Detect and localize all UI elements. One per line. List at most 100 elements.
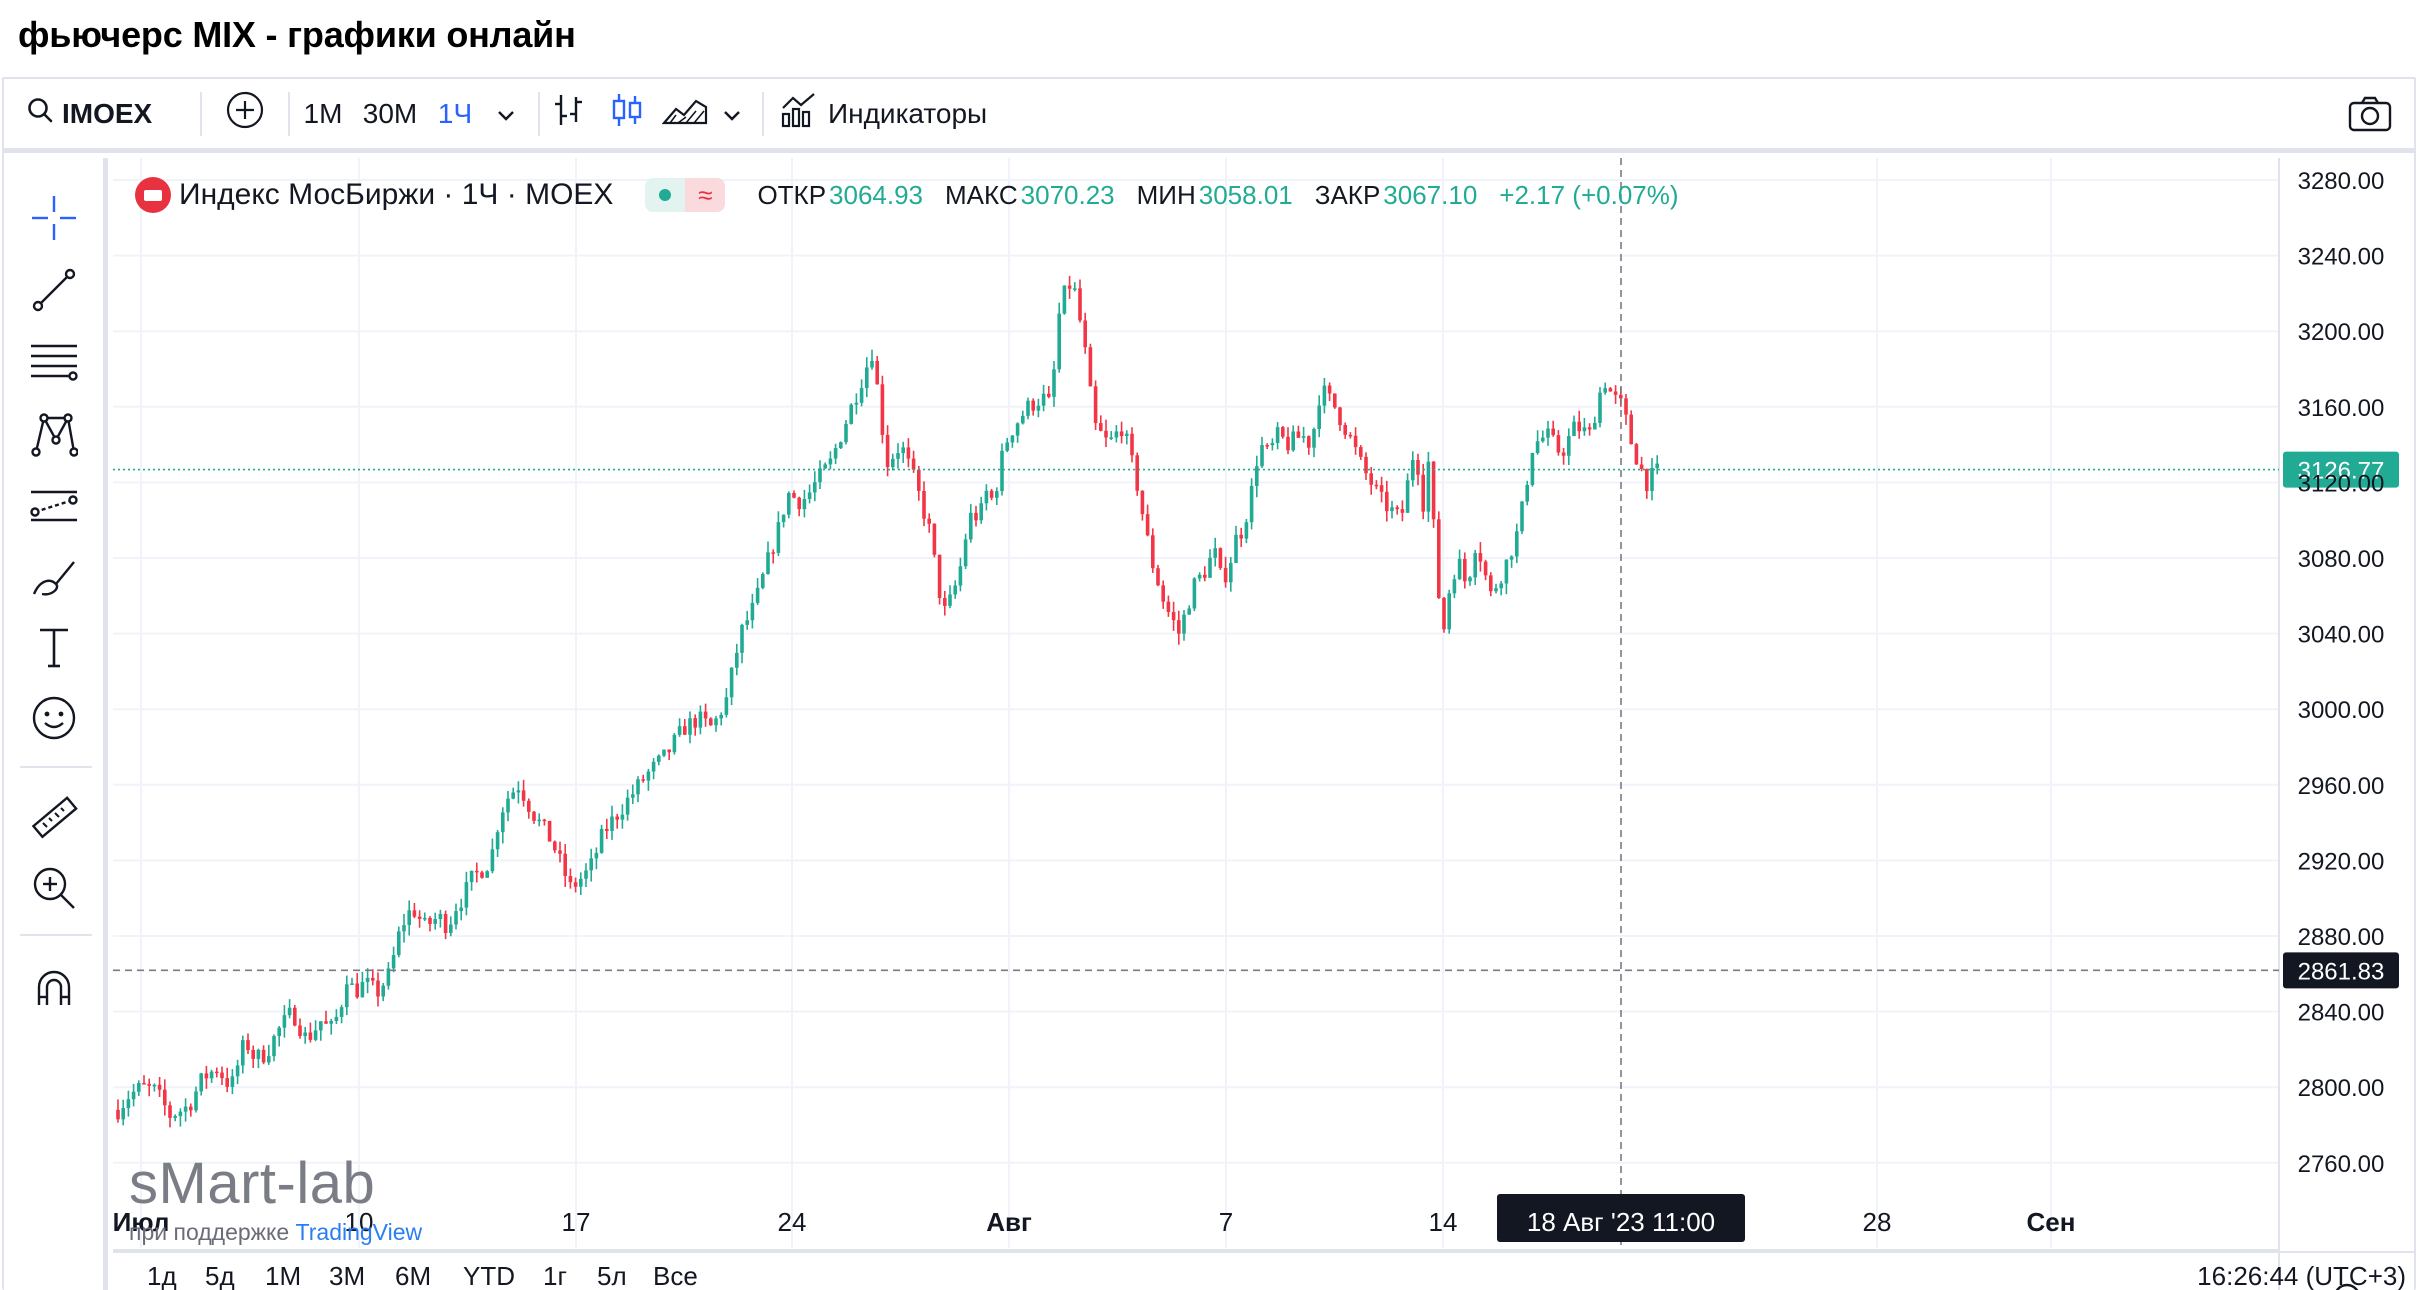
- candle-body: [755, 587, 760, 603]
- text-tool[interactable]: [24, 620, 84, 680]
- zoom-tool[interactable]: [24, 860, 84, 920]
- range-1y-button[interactable]: 1г: [543, 1261, 567, 1290]
- candle-body: [1525, 484, 1529, 502]
- crosshair-tool[interactable]: [24, 190, 84, 250]
- candle-body: [194, 1091, 198, 1111]
- candle-body: [792, 492, 796, 498]
- candle-body: [1067, 285, 1072, 289]
- candles-style-button[interactable]: [598, 79, 656, 148]
- candle-body: [469, 870, 474, 883]
- candle-body: [885, 434, 890, 468]
- ruler-tool[interactable]: [24, 790, 84, 850]
- magnet-tool[interactable]: [24, 960, 84, 1020]
- toolbar-divider: [200, 91, 202, 136]
- settings-gear-ring: [2335, 1283, 2359, 1290]
- candle-body: [849, 404, 853, 424]
- emoji-tool[interactable]: [24, 690, 84, 750]
- chart-style-dropdown[interactable]: [714, 79, 750, 148]
- candle-body: [807, 492, 812, 499]
- candle-body: [1385, 491, 1389, 512]
- candle-body: [402, 925, 406, 932]
- range-5d-button[interactable]: 5д: [205, 1261, 235, 1290]
- candle-body: [313, 1030, 318, 1040]
- candle-body: [1229, 562, 1233, 583]
- last-price-label: 3126.77: [2298, 458, 2385, 485]
- area-style-button[interactable]: [656, 79, 714, 148]
- range-1m-button[interactable]: 1М: [265, 1261, 302, 1290]
- top-toolbar: IMOEX 1М 30М 1Ч Индикаторы: [4, 79, 2414, 153]
- interval-dropdown[interactable]: [486, 79, 526, 148]
- candle-body: [501, 812, 505, 833]
- candle-body: [1437, 519, 1441, 598]
- x-tick-label: 17: [562, 1207, 591, 1237]
- legend-title: Индекс МосБиржи · 1Ч · MOEX: [179, 178, 614, 211]
- candle-body: [646, 771, 651, 781]
- candle-body: [766, 552, 770, 575]
- brush-tool[interactable]: [24, 550, 84, 610]
- interval-1m-button[interactable]: 1М: [303, 97, 343, 129]
- text-icon: [34, 626, 74, 675]
- candle-body: [1483, 561, 1488, 576]
- range-all-button[interactable]: Все: [653, 1261, 698, 1290]
- candle-body: [1197, 574, 1202, 579]
- price-chart[interactable]: 3126.77 2861.83 18 Авг '23 11:00 2760.00 28…: [113, 158, 2416, 1290]
- range-1d-button[interactable]: 1д: [147, 1261, 177, 1290]
- range-6m-button[interactable]: 6М: [395, 1261, 432, 1290]
- candle-body: [1577, 421, 1581, 432]
- candle-body: [360, 981, 365, 998]
- candle-body: [995, 491, 999, 498]
- candle-body: [589, 858, 593, 871]
- candle-body: [157, 1084, 162, 1090]
- clock-label[interactable]: 16:26:44 (UTC+3): [2197, 1261, 2406, 1290]
- candle-body: [1582, 427, 1587, 432]
- candle-body: [553, 841, 557, 851]
- trendline-tool[interactable]: [24, 262, 84, 322]
- candle-body: [267, 1056, 271, 1063]
- candle-body: [1093, 386, 1098, 424]
- candle-body: [1343, 425, 1347, 435]
- candle-body: [459, 907, 463, 912]
- candle-body: [1603, 388, 1607, 393]
- candle-body: [667, 749, 671, 753]
- market-open-dot-icon: [645, 178, 686, 212]
- range-5y-button[interactable]: 5л: [597, 1261, 627, 1290]
- candle-body: [1005, 442, 1009, 451]
- chart-area[interactable]: 3126.77 2861.83 18 Авг '23 11:00 2760.00 28…: [113, 158, 2416, 1290]
- add-symbol-button[interactable]: [202, 79, 288, 148]
- snapshot-button[interactable]: [2340, 91, 2400, 141]
- candle-body: [1416, 459, 1420, 475]
- candle-body: [844, 423, 848, 443]
- candle-body: [511, 792, 515, 799]
- candle-body: [563, 853, 567, 877]
- candle-body: [1572, 421, 1576, 437]
- candle-body: [1587, 427, 1592, 430]
- forecast-tool[interactable]: [24, 478, 84, 538]
- candle-body: [506, 798, 510, 813]
- y-tick-label: 2880.00: [2298, 924, 2385, 951]
- settings-icon[interactable]: [2335, 1283, 2359, 1290]
- smartlab-watermark: sMart-lab при поддержке TradingView: [129, 1150, 422, 1246]
- candle-body: [1348, 434, 1353, 437]
- range-3m-button[interactable]: 3М: [329, 1261, 366, 1290]
- candle-body: [740, 624, 744, 653]
- range-ytd-button[interactable]: YTD: [463, 1261, 515, 1290]
- candle-body: [1442, 597, 1446, 630]
- candle-body: [537, 819, 541, 822]
- pattern-tool[interactable]: [24, 406, 84, 466]
- interval-1h-button[interactable]: 1Ч: [437, 97, 473, 129]
- candle-body: [1104, 430, 1108, 438]
- candle-body: [870, 360, 874, 368]
- symbol-search[interactable]: IMOEX: [4, 79, 200, 148]
- tradingview-link[interactable]: TradingView: [295, 1219, 423, 1245]
- candle-body: [293, 1007, 297, 1026]
- candle-body: [880, 384, 885, 435]
- candle-body: [641, 779, 645, 781]
- indicators-button[interactable]: Индикаторы: [764, 79, 987, 148]
- fib-tool[interactable]: [24, 334, 84, 394]
- candle-body: [1000, 450, 1004, 492]
- candle-body: [620, 814, 625, 820]
- bars-style-button[interactable]: [540, 79, 598, 148]
- interval-30m-button[interactable]: 30М: [362, 97, 418, 129]
- market-status-badge[interactable]: ≈: [645, 178, 726, 212]
- candle-body: [1281, 427, 1285, 437]
